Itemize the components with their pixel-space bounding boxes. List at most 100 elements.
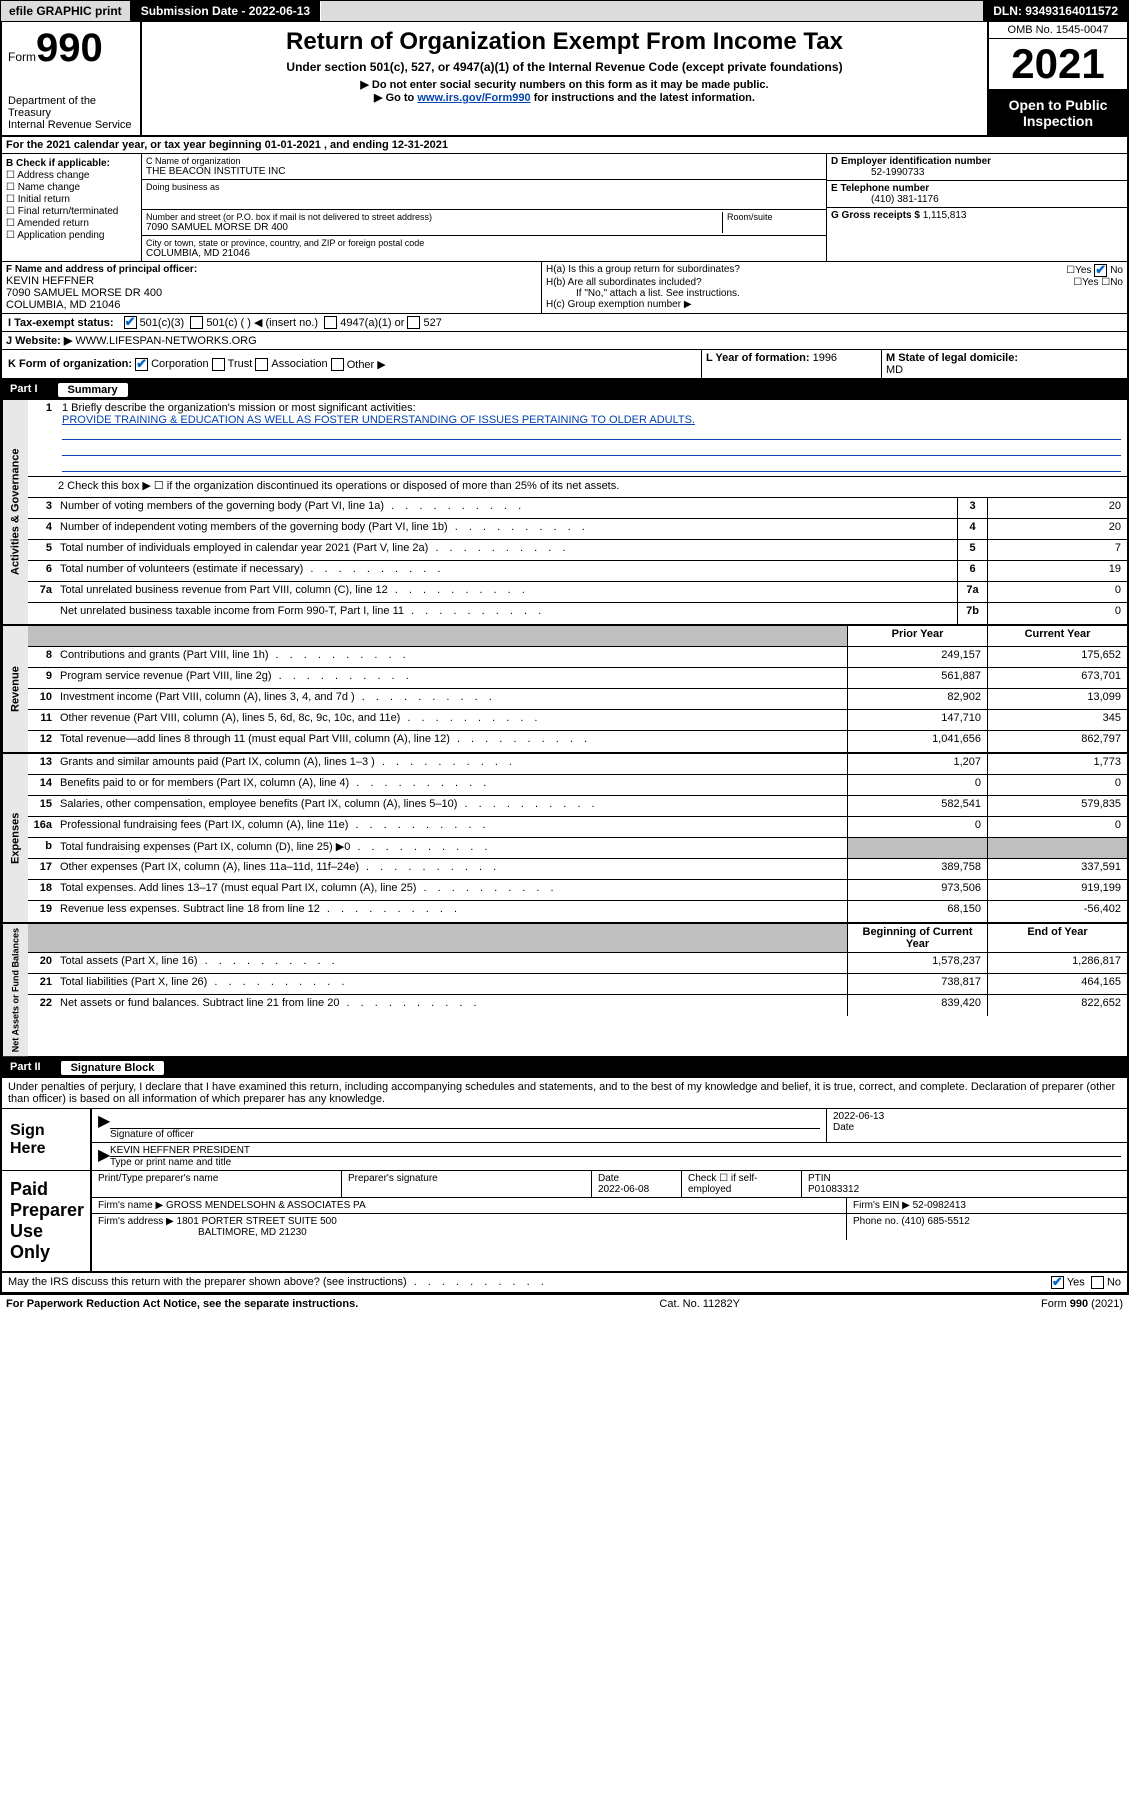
chk-amended[interactable]: ☐ Amended return	[6, 218, 137, 229]
firm-name: Firm's name ▶ GROSS MENDELSOHN & ASSOCIA…	[92, 1198, 847, 1213]
chk-501c[interactable]	[190, 316, 203, 329]
row-box: 7a	[957, 582, 987, 602]
row-curr	[987, 838, 1127, 858]
hc-lbl: H(c) Group exemption number ▶	[546, 299, 1123, 310]
chk-other[interactable]	[331, 358, 344, 371]
row-desc: Grants and similar amounts paid (Part IX…	[56, 754, 847, 774]
row-box: 7b	[957, 603, 987, 624]
efile-print-button[interactable]: efile GRAPHIC print	[1, 1, 131, 21]
o-trust: Trust	[228, 358, 253, 370]
sig-date-lbl: Date	[833, 1122, 854, 1133]
net-section: Net Assets or Fund Balances Beginning of…	[0, 924, 1129, 1058]
sig-line1: ▶ Signature of officer 2022-06-13 Date	[92, 1109, 1127, 1143]
chk-4947[interactable]	[324, 316, 337, 329]
data-row: 22 Net assets or fund balances. Subtract…	[28, 995, 1127, 1016]
chk-527[interactable]	[407, 316, 420, 329]
chk-final[interactable]: ☐ Final return/terminated	[6, 206, 137, 217]
chk-pending-lbl: Application pending	[17, 230, 104, 241]
gov-row: 6 Total number of volunteers (estimate i…	[28, 561, 1127, 582]
form-title: Return of Organization Exempt From Incom…	[150, 28, 979, 56]
line2-row: 2 Check this box ▶ ☐ if the organization…	[28, 477, 1127, 498]
formorg-lbl: K Form of organization:	[8, 358, 132, 370]
row-desc: Other revenue (Part VIII, column (A), li…	[56, 710, 847, 730]
officer-lbl: F Name and address of principal officer:	[6, 264, 537, 275]
data-row: 8 Contributions and grants (Part VIII, l…	[28, 647, 1127, 668]
chk-trust[interactable]	[212, 358, 225, 371]
dln-label: DLN: 93493164011572	[983, 1, 1128, 21]
row-desc: Net unrelated business taxable income fr…	[56, 603, 957, 624]
gov-row: 7a Total unrelated business revenue from…	[28, 582, 1127, 603]
dept-label: Department of the Treasury Internal Reve…	[8, 95, 134, 131]
net-vlabel: Net Assets or Fund Balances	[2, 924, 28, 1056]
row-num: 13	[28, 754, 56, 774]
data-row: 21 Total liabilities (Part X, line 26) 7…	[28, 974, 1127, 995]
mission-ul2	[62, 442, 1121, 456]
sig-date: 2022-06-13	[833, 1111, 1121, 1122]
tax-year: 2021	[989, 39, 1127, 91]
chk-501c3[interactable]	[124, 316, 137, 329]
gov-row: 5 Total number of individuals employed i…	[28, 540, 1127, 561]
chk-pending[interactable]: ☐ Application pending	[6, 230, 137, 241]
mission-val[interactable]: PROVIDE TRAINING & EDUCATION AS WELL AS …	[62, 414, 695, 426]
o-501c: 501(c) ( ) ◀ (insert no.)	[206, 316, 318, 329]
row-desc: Total liabilities (Part X, line 26)	[56, 974, 847, 994]
website-val: WWW.LIFESPAN-NETWORKS.ORG	[75, 335, 256, 347]
officer-name: KEVIN HEFFNER	[6, 275, 537, 287]
addr-cell: Number and street (or P.O. box if mail i…	[142, 210, 826, 236]
row-num: 11	[28, 710, 56, 730]
row-prior: 839,420	[847, 995, 987, 1016]
line-klm: K Form of organization: Corporation Trus…	[0, 350, 1129, 380]
row-val: 0	[987, 582, 1127, 602]
gov-row: Net unrelated business taxable income fr…	[28, 603, 1127, 624]
line-a-text: For the 2021 calendar year, or tax year …	[2, 137, 452, 153]
row-prior: 582,541	[847, 796, 987, 816]
row-num: 6	[28, 561, 56, 581]
row-num: 5	[28, 540, 56, 560]
gov-row: 4 Number of independent voting members o…	[28, 519, 1127, 540]
line-a: For the 2021 calendar year, or tax year …	[0, 137, 1129, 154]
row-prior: 249,157	[847, 647, 987, 667]
row-box: 4	[957, 519, 987, 539]
row-num: 4	[28, 519, 56, 539]
officer-typed-lbl: Type or print name and title	[110, 1157, 231, 1168]
chk-assoc[interactable]	[255, 358, 268, 371]
irs-no[interactable]: No	[1091, 1276, 1121, 1289]
irs-link[interactable]: www.irs.gov/Form990	[417, 92, 530, 104]
header-right: OMB No. 1545-0047 2021 Open to Public In…	[987, 22, 1127, 135]
chk-address-lbl: Address change	[17, 170, 89, 181]
chk-address[interactable]: ☐ Address change	[6, 170, 137, 181]
chk-initial[interactable]: ☐ Initial return	[6, 194, 137, 205]
row-num: 20	[28, 953, 56, 973]
chk-name[interactable]: ☐ Name change	[6, 182, 137, 193]
ein-lbl: D Employer identification number	[831, 156, 991, 167]
ha-no-check[interactable]	[1094, 264, 1107, 277]
website-lbl: J Website: ▶	[6, 335, 72, 347]
net-hdr-row: Beginning of Current Year End of Year	[28, 924, 1127, 953]
inst2-pre: ▶ Go to	[374, 92, 417, 104]
section-fh: F Name and address of principal officer:…	[0, 262, 1129, 314]
part2-header: Part II Signature Block	[0, 1058, 1129, 1078]
box-e: E Telephone number (410) 381-1176	[827, 181, 1127, 208]
o-501c3: 501(c)(3)	[140, 317, 185, 329]
prep-ptin: PTINP01083312	[802, 1171, 1127, 1197]
rev-vlabel: Revenue	[2, 626, 28, 752]
box-f: F Name and address of principal officer:…	[2, 262, 542, 313]
domicile-lbl: M State of legal domicile:	[886, 352, 1018, 364]
footer-right: Form 990 (2021)	[1041, 1298, 1123, 1310]
box-b: B Check if applicable: ☐ Address change …	[2, 154, 142, 261]
sign-body: ▶ Signature of officer 2022-06-13 Date ▶…	[92, 1109, 1127, 1170]
hb-note: If "No," attach a list. See instructions…	[546, 288, 1123, 299]
row-desc: Total expenses. Add lines 13–17 (must eq…	[56, 880, 847, 900]
chk-corp[interactable]	[135, 358, 148, 371]
row-prior: 147,710	[847, 710, 987, 730]
data-row: 14 Benefits paid to or for members (Part…	[28, 775, 1127, 796]
row-desc: Net assets or fund balances. Subtract li…	[56, 995, 847, 1016]
officer-sig-line	[110, 1111, 820, 1129]
sign-here-lbl: Sign Here	[2, 1109, 92, 1170]
row-desc: Other expenses (Part IX, column (A), lin…	[56, 859, 847, 879]
row-desc: Total fundraising expenses (Part IX, col…	[56, 838, 847, 858]
irs-yes[interactable]: Yes	[1051, 1276, 1085, 1289]
line2-text: 2 Check this box ▶ ☐ if the organization…	[28, 477, 1127, 497]
chk-initial-lbl: Initial return	[18, 194, 70, 205]
gov-vlabel: Activities & Governance	[2, 400, 28, 624]
